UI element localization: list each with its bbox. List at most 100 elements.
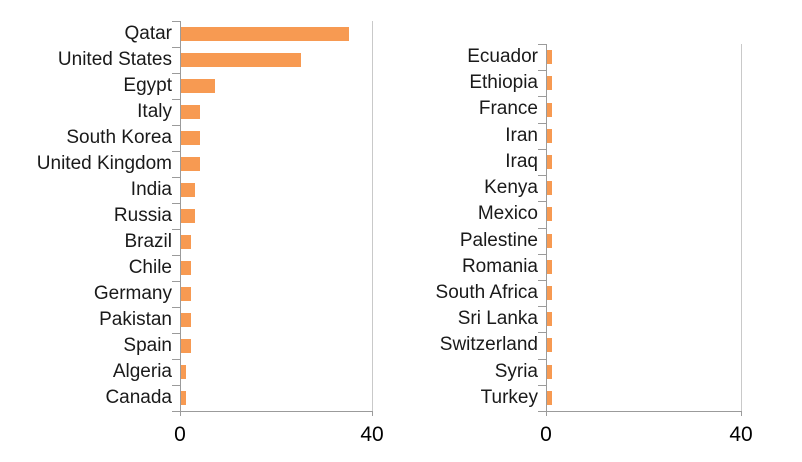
y-axis-tick: [538, 175, 546, 176]
x-axis-tick: [546, 411, 547, 416]
y-axis-tick: [538, 96, 546, 97]
category-label: Mexico: [477, 203, 538, 225]
category-label: Algeria: [112, 361, 172, 382]
y-axis-tick: [538, 411, 546, 412]
y-axis-tick: [172, 151, 180, 152]
bar: [547, 50, 552, 65]
category-label: United Kingdom: [36, 153, 172, 174]
x-axis-tick: [372, 411, 373, 416]
category-label: United States: [57, 49, 172, 70]
bar: [181, 313, 191, 327]
category-label: Qatar: [124, 23, 172, 44]
plot-right-border: [741, 44, 742, 411]
category-label: Romania: [461, 255, 538, 277]
x-axis-line: [546, 411, 742, 412]
x-axis-tick-label: 0: [174, 423, 186, 446]
y-axis-tick: [538, 149, 546, 150]
category-label: South Africa: [435, 281, 538, 303]
bar: [181, 261, 191, 275]
bar: [181, 365, 186, 379]
bar: [181, 339, 191, 353]
category-label: Iraq: [505, 150, 538, 172]
category-label: Palestine: [459, 229, 538, 251]
y-axis-tick: [172, 385, 180, 386]
category-label: Canada: [105, 387, 172, 408]
y-axis-tick: [172, 333, 180, 334]
bar: [547, 259, 552, 274]
bar: [547, 390, 552, 405]
y-axis-tick: [538, 385, 546, 386]
bar: [547, 233, 552, 248]
bar: [181, 79, 215, 93]
bar: [547, 286, 552, 301]
y-axis-tick: [172, 229, 180, 230]
bar: [181, 27, 349, 41]
y-axis-line: [180, 21, 181, 416]
y-axis-tick: [538, 332, 546, 333]
category-label: Iran: [505, 124, 538, 146]
plot-right-border: [372, 21, 373, 411]
category-label: Ethiopia: [469, 72, 538, 94]
category-label: Ecuador: [467, 46, 538, 67]
x-axis-line: [180, 411, 373, 412]
bar: [181, 131, 201, 145]
category-label: Spain: [123, 335, 172, 356]
bar: [181, 157, 201, 171]
bar: [547, 207, 552, 222]
category-label: Sri Lanka: [457, 308, 538, 330]
bar: [181, 183, 196, 197]
bar: [547, 181, 552, 196]
category-label: Pakistan: [99, 309, 172, 330]
y-axis-tick: [172, 47, 180, 48]
category-label: India: [130, 179, 172, 200]
bar: [181, 53, 301, 67]
x-axis-tick: [180, 411, 181, 416]
y-axis-tick: [172, 177, 180, 178]
bar: [181, 235, 191, 249]
category-label: South Korea: [66, 127, 172, 148]
bar: [547, 364, 552, 379]
category-label: Germany: [93, 283, 172, 304]
x-axis-tick-label: 0: [540, 423, 552, 446]
y-axis-tick: [172, 21, 180, 22]
y-axis-tick: [172, 255, 180, 256]
category-label: Syria: [494, 360, 538, 382]
y-axis-tick: [538, 123, 546, 124]
category-label: Russia: [113, 205, 172, 226]
bar: [547, 338, 552, 353]
y-axis-tick: [172, 73, 180, 74]
y-axis-tick: [172, 359, 180, 360]
y-axis-tick: [538, 254, 546, 255]
y-axis-tick: [538, 228, 546, 229]
category-label: Turkey: [480, 386, 538, 408]
category-label: Chile: [128, 257, 172, 278]
bar: [181, 391, 186, 405]
y-axis-tick: [172, 307, 180, 308]
y-axis-tick: [172, 99, 180, 100]
y-axis-tick: [538, 306, 546, 307]
category-label: Kenya: [484, 177, 538, 199]
y-axis-tick: [538, 201, 546, 202]
x-axis-tick-label: 40: [729, 423, 753, 446]
category-label: Brazil: [124, 231, 172, 252]
y-axis-tick: [172, 411, 180, 412]
y-axis-tick: [172, 203, 180, 204]
bar: [547, 102, 552, 117]
bar: [547, 128, 552, 143]
category-label: Switzerland: [439, 334, 538, 356]
category-label: Egypt: [123, 75, 172, 96]
bar: [547, 312, 552, 327]
bar: [181, 209, 196, 223]
x-axis-tick-label: 40: [360, 423, 384, 446]
category-label: Italy: [137, 101, 172, 122]
bar: [181, 287, 191, 301]
y-axis-tick: [538, 280, 546, 281]
y-axis-tick: [538, 70, 546, 71]
bar: [547, 154, 552, 169]
y-axis-tick: [172, 125, 180, 126]
y-axis-line: [546, 44, 547, 416]
bar: [547, 76, 552, 91]
